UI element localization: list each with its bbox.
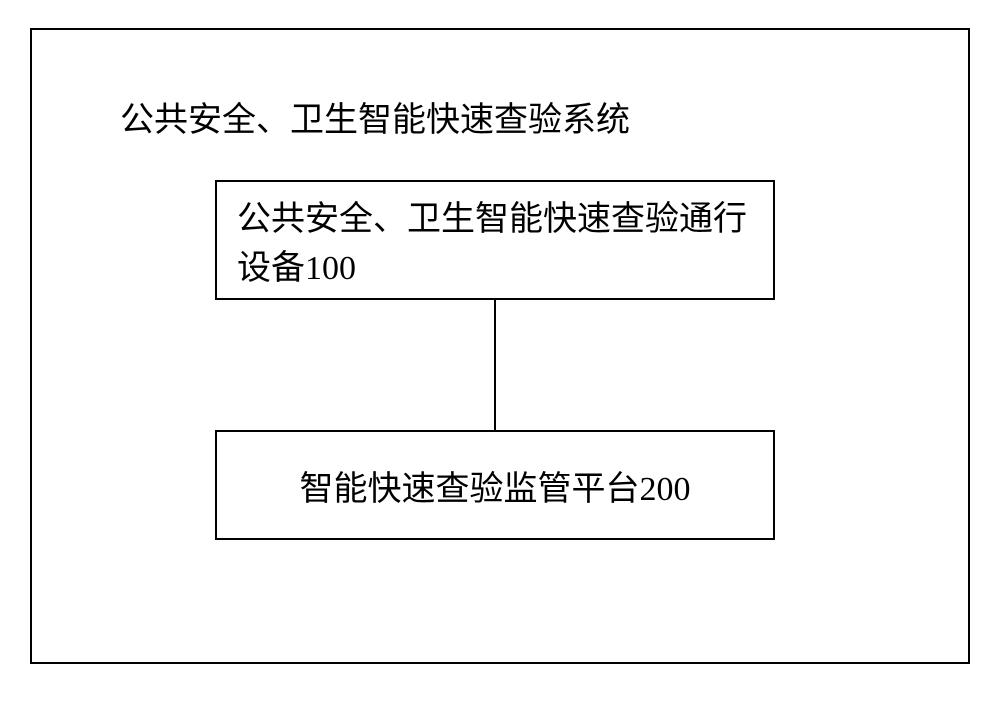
- platform-node-label: 智能快速查验监管平台200: [300, 461, 691, 510]
- connector-line: [494, 300, 496, 430]
- diagram-title: 公共安全、卫生智能快速查验系统: [120, 92, 630, 141]
- device-node: 公共安全、卫生智能快速查验通行设备100: [215, 180, 775, 300]
- device-node-label: 公共安全、卫生智能快速查验通行设备100: [237, 191, 753, 289]
- platform-node: 智能快速查验监管平台200: [215, 430, 775, 540]
